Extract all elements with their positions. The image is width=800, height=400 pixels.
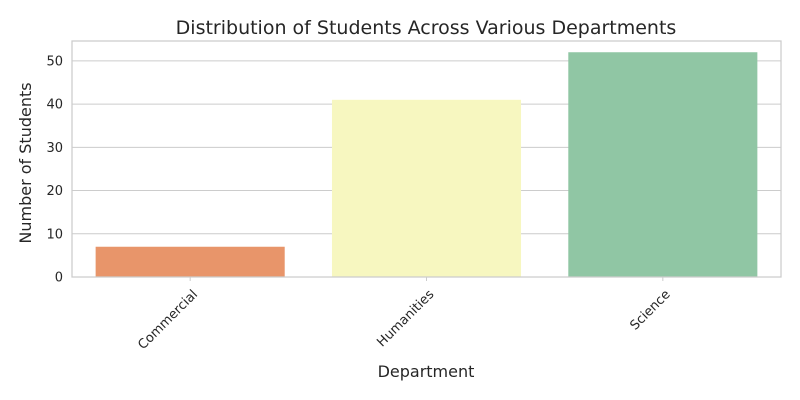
chart-title: Distribution of Students Across Various … [176,17,677,39]
bars [95,52,758,278]
x-axis-label: Department [378,362,475,381]
y-tick-label-10: 10 [46,227,63,242]
bar-science [568,52,758,277]
x-tick-label-humanities: Humanities [374,287,437,350]
x-tick-label-science: Science [627,287,673,333]
bar-humanities [331,99,522,278]
y-tick-label-40: 40 [46,98,63,113]
x-tick-labels: Commercial Humanities Science [135,277,674,353]
y-axis-label: Number of Students [16,82,35,243]
y-tick-label-20: 20 [46,184,63,199]
y-tick-label-30: 30 [46,141,63,156]
y-tick-label-50: 50 [46,54,63,69]
y-tick-label-0: 0 [55,271,63,286]
y-tick-labels: 0 10 20 30 40 50 [46,54,63,285]
bar-commercial [95,246,285,277]
x-tick-label-commercial: Commercial [135,287,201,353]
